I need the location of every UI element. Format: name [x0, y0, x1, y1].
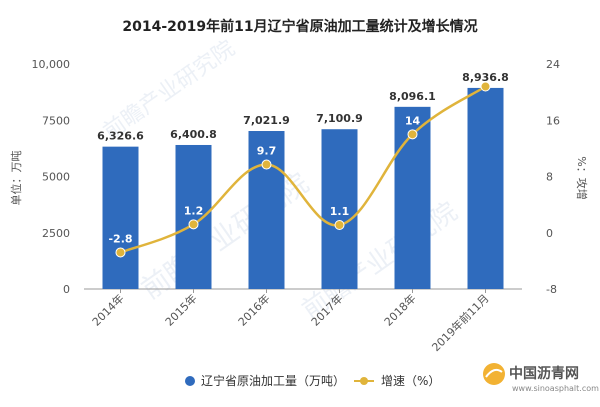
source-logo-url: www.sinoasphalt.com — [512, 384, 599, 393]
data-labels: 6,326.6 6,400.8 7,021.9 7,100.9 8,096.1 8,936… — [97, 71, 509, 247]
legend: 辽宁省原油加工量（万吨） 增速（%） — [185, 373, 440, 388]
bar — [467, 87, 504, 289]
legend-bar-label: 辽宁省原油加工量（万吨） — [201, 373, 345, 388]
x-tick-label: 2015年 — [162, 291, 199, 328]
bar-value-label: 8,096.1 — [389, 90, 436, 103]
bar — [102, 146, 139, 289]
growth-value-label: 1.1 — [330, 205, 350, 218]
growth-value-label: 1.2 — [184, 204, 204, 217]
y-left-tick-label: 2500 — [42, 227, 70, 240]
growth-point — [480, 81, 491, 92]
x-tick-label: 2019年前11月 — [429, 291, 492, 354]
x-tick-label: 2014年 — [89, 291, 126, 328]
legend-line-dot — [360, 377, 368, 385]
growth-point — [334, 220, 345, 231]
legend-bar-swatch — [185, 376, 195, 386]
line-series — [115, 81, 491, 258]
source-logo-name: 中国沥青网 — [509, 365, 579, 382]
y-left-tick-label: 10,000 — [32, 58, 71, 71]
y-right-axis-title: %：攻增 — [575, 156, 589, 199]
bar — [175, 144, 212, 289]
x-tick-label: 2018年 — [381, 291, 418, 328]
bar-value-label: 6,326.6 — [97, 130, 144, 143]
growth-value-label: 9.7 — [257, 145, 277, 158]
source-logo: 中国沥青网 www.sinoasphalt.com — [483, 363, 599, 393]
logo-swoosh-icon — [485, 368, 503, 378]
y-right-tick-label: 8 — [546, 171, 553, 184]
y-right-tick-label: 0 — [546, 227, 553, 240]
watermark-text: 前瞻产业研究院 — [135, 166, 314, 305]
growth-value-label: -2.8 — [108, 232, 132, 245]
growth-point — [407, 129, 418, 140]
growth-value-label: 14 — [405, 114, 421, 127]
y-left-tick-label: 5000 — [42, 171, 70, 184]
growth-point — [188, 219, 199, 230]
bar-value-label: 6,400.8 — [170, 128, 217, 141]
y-right-tick-label: -8 — [546, 283, 557, 296]
chart-title: 2014-2019年前11月辽宁省原油加工量统计及增长情况 — [122, 18, 477, 35]
y-left-tick-label: 7500 — [42, 114, 70, 127]
y-left-axis-title: 单位：万吨 — [9, 151, 23, 206]
bar-value-label: 7,021.9 — [243, 114, 290, 127]
bar-value-label: 7,100.9 — [316, 112, 363, 125]
bar — [248, 131, 285, 289]
logo-emblem-icon — [483, 363, 505, 385]
legend-line-label: 增速（%） — [381, 374, 440, 388]
bar — [321, 129, 358, 289]
growth-point — [261, 159, 272, 170]
bar-value-label: 8,936.8 — [462, 71, 509, 84]
growth-point — [115, 247, 126, 258]
y-right-tick-label: 16 — [546, 114, 560, 127]
y-right-tick-label: 24 — [546, 58, 560, 71]
x-tick-label: 2016年 — [235, 291, 272, 328]
y-left-tick-label: 0 — [63, 283, 70, 296]
bar-series — [102, 87, 504, 289]
